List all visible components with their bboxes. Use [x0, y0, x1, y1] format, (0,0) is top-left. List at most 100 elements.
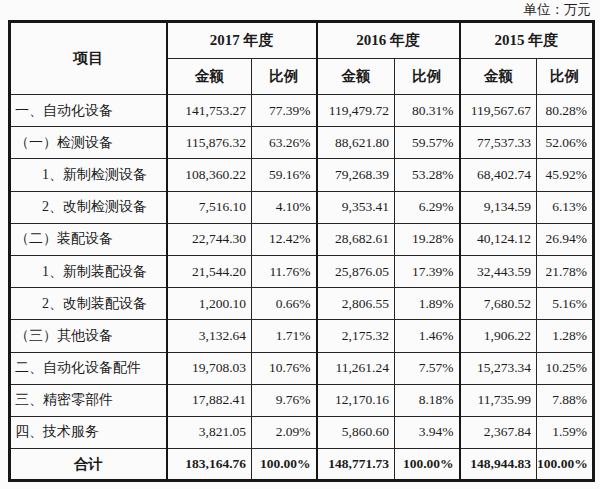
- ratio-2015-cell: 5.16%: [537, 288, 594, 320]
- amount-2016-cell: 119,479.72: [317, 95, 395, 127]
- amount-2016-cell: 2,806.55: [317, 288, 395, 320]
- amount-2016-cell: 5,860.60: [317, 416, 395, 448]
- ratio-2017-cell: 59.16%: [252, 159, 317, 191]
- row-label: 一、自动化设备: [10, 95, 167, 127]
- amount-2017-cell: 115,876.32: [167, 127, 252, 159]
- amount-2016-cell: 9,353.41: [317, 191, 395, 223]
- ratio-2017-cell: 63.26%: [252, 127, 317, 159]
- amount-2017-cell: 21,544.20: [167, 255, 252, 287]
- ratio-2017-cell: 11.76%: [252, 255, 317, 287]
- table-row: （一）检测设备 115,876.32 63.26% 88,621.80 59.5…: [10, 127, 594, 159]
- header-ratio-2016: 比例: [395, 59, 460, 95]
- table-row: 1、新制装配设备 21,544.20 11.76% 25,876.05 17.3…: [10, 255, 594, 287]
- table-row: （三）其他设备 3,132.64 1.71% 2,175.32 1.46% 1,…: [10, 320, 594, 352]
- amount-2017-cell: 1,200.10: [167, 288, 252, 320]
- ratio-2016-cell: 1.89%: [395, 288, 460, 320]
- amount-2015-cell: 77,537.33: [460, 127, 537, 159]
- ratio-2015-cell: 80.28%: [537, 95, 594, 127]
- ratio-2016-cell: 3.94%: [395, 416, 460, 448]
- table-row: 2、改制检测设备 7,516.10 4.10% 9,353.41 6.29% 9…: [10, 191, 594, 223]
- ratio-2016-cell: 6.29%: [395, 191, 460, 223]
- header-ratio-2017: 比例: [252, 59, 317, 95]
- ratio-2015-cell: 21.78%: [537, 255, 594, 287]
- row-label: 2、改制检测设备: [10, 191, 167, 223]
- ratio-2017-cell: 9.76%: [252, 384, 317, 416]
- ratio-2016-cell: 19.28%: [395, 223, 460, 255]
- amount-2017-cell: 19,708.03: [167, 352, 252, 384]
- amount-2015-cell: 7,680.52: [460, 288, 537, 320]
- total-row: 合计 183,164.76 100.00% 148,771.73 100.00%…: [10, 449, 594, 481]
- header-amount-2017: 金额: [167, 59, 252, 95]
- row-label: （一）检测设备: [10, 127, 167, 159]
- table-row: 二、自动化设备配件 19,708.03 10.76% 11,261.24 7.5…: [10, 352, 594, 384]
- header-year-row: 项目 2017 年度 2016 年度 2015 年度: [10, 22, 594, 59]
- ratio-2015-cell: 7.88%: [537, 384, 594, 416]
- ratio-2017-cell: 100.00%: [252, 449, 317, 481]
- table-header: 项目 2017 年度 2016 年度 2015 年度 金额 比例 金额 比例 金…: [10, 22, 594, 95]
- amount-2015-cell: 9,134.59: [460, 191, 537, 223]
- amount-2016-cell: 88,621.80: [317, 127, 395, 159]
- amount-2016-cell: 12,170.16: [317, 384, 395, 416]
- ratio-2016-cell: 17.39%: [395, 255, 460, 287]
- amount-2016-cell: 148,771.73: [317, 449, 395, 481]
- amount-2016-cell: 79,268.39: [317, 159, 395, 191]
- ratio-2017-cell: 2.09%: [252, 416, 317, 448]
- table-row: （二）装配设备 22,744.30 12.42% 28,682.61 19.28…: [10, 223, 594, 255]
- amount-2017-cell: 183,164.76: [167, 449, 252, 481]
- table-row: 四、技术服务 3,821.05 2.09% 5,860.60 3.94% 2,3…: [10, 416, 594, 448]
- total-label: 合计: [10, 449, 167, 481]
- ratio-2015-cell: 6.13%: [537, 191, 594, 223]
- ratio-2017-cell: 10.76%: [252, 352, 317, 384]
- header-amount-2016: 金额: [317, 59, 395, 95]
- ratio-2016-cell: 100.00%: [395, 449, 460, 481]
- unit-label: 单位：万元: [524, 1, 592, 19]
- amount-2015-cell: 119,567.67: [460, 95, 537, 127]
- amount-2017-cell: 7,516.10: [167, 191, 252, 223]
- row-label: 1、新制装配设备: [10, 255, 167, 287]
- table-row: 三、精密零部件 17,882.41 9.76% 12,170.16 8.18% …: [10, 384, 594, 416]
- ratio-2015-cell: 1.59%: [537, 416, 594, 448]
- header-year-2017: 2017 年度: [167, 22, 317, 59]
- amount-2017-cell: 3,132.64: [167, 320, 252, 352]
- amount-2017-cell: 108,360.22: [167, 159, 252, 191]
- ratio-2016-cell: 8.18%: [395, 384, 460, 416]
- ratio-2015-cell: 100.00%: [537, 449, 594, 481]
- ratio-2015-cell: 52.06%: [537, 127, 594, 159]
- header-item: 项目: [10, 22, 167, 95]
- ratio-2015-cell: 26.94%: [537, 223, 594, 255]
- amount-2015-cell: 148,944.83: [460, 449, 537, 481]
- amount-2015-cell: 11,735.99: [460, 384, 537, 416]
- amount-2017-cell: 17,882.41: [167, 384, 252, 416]
- ratio-2017-cell: 12.42%: [252, 223, 317, 255]
- ratio-2016-cell: 80.31%: [395, 95, 460, 127]
- amount-2017-cell: 22,744.30: [167, 223, 252, 255]
- header-amount-2015: 金额: [460, 59, 537, 95]
- row-label: 二、自动化设备配件: [10, 352, 167, 384]
- row-label: （三）其他设备: [10, 320, 167, 352]
- ratio-2016-cell: 1.46%: [395, 320, 460, 352]
- amount-2017-cell: 3,821.05: [167, 416, 252, 448]
- table-body: 一、自动化设备 141,753.27 77.39% 119,479.72 80.…: [10, 95, 594, 481]
- ratio-2017-cell: 4.10%: [252, 191, 317, 223]
- amount-2016-cell: 2,175.32: [317, 320, 395, 352]
- row-label: （二）装配设备: [10, 223, 167, 255]
- amount-2015-cell: 68,402.74: [460, 159, 537, 191]
- row-label: 三、精密零部件: [10, 384, 167, 416]
- row-label: 1、新制检测设备: [10, 159, 167, 191]
- amount-2017-cell: 141,753.27: [167, 95, 252, 127]
- ratio-2017-cell: 0.66%: [252, 288, 317, 320]
- header-year-2015: 2015 年度: [460, 22, 594, 59]
- row-label: 四、技术服务: [10, 416, 167, 448]
- amount-2016-cell: 11,261.24: [317, 352, 395, 384]
- header-ratio-2015: 比例: [537, 59, 594, 95]
- amount-2015-cell: 15,273.34: [460, 352, 537, 384]
- table-row: 2、改制装配设备 1,200.10 0.66% 2,806.55 1.89% 7…: [10, 288, 594, 320]
- amount-2015-cell: 32,443.59: [460, 255, 537, 287]
- ratio-2015-cell: 10.25%: [537, 352, 594, 384]
- header-year-2016: 2016 年度: [317, 22, 460, 59]
- ratio-2016-cell: 7.57%: [395, 352, 460, 384]
- amount-2015-cell: 40,124.12: [460, 223, 537, 255]
- ratio-2016-cell: 59.57%: [395, 127, 460, 159]
- ratio-2015-cell: 45.92%: [537, 159, 594, 191]
- ratio-2017-cell: 1.71%: [252, 320, 317, 352]
